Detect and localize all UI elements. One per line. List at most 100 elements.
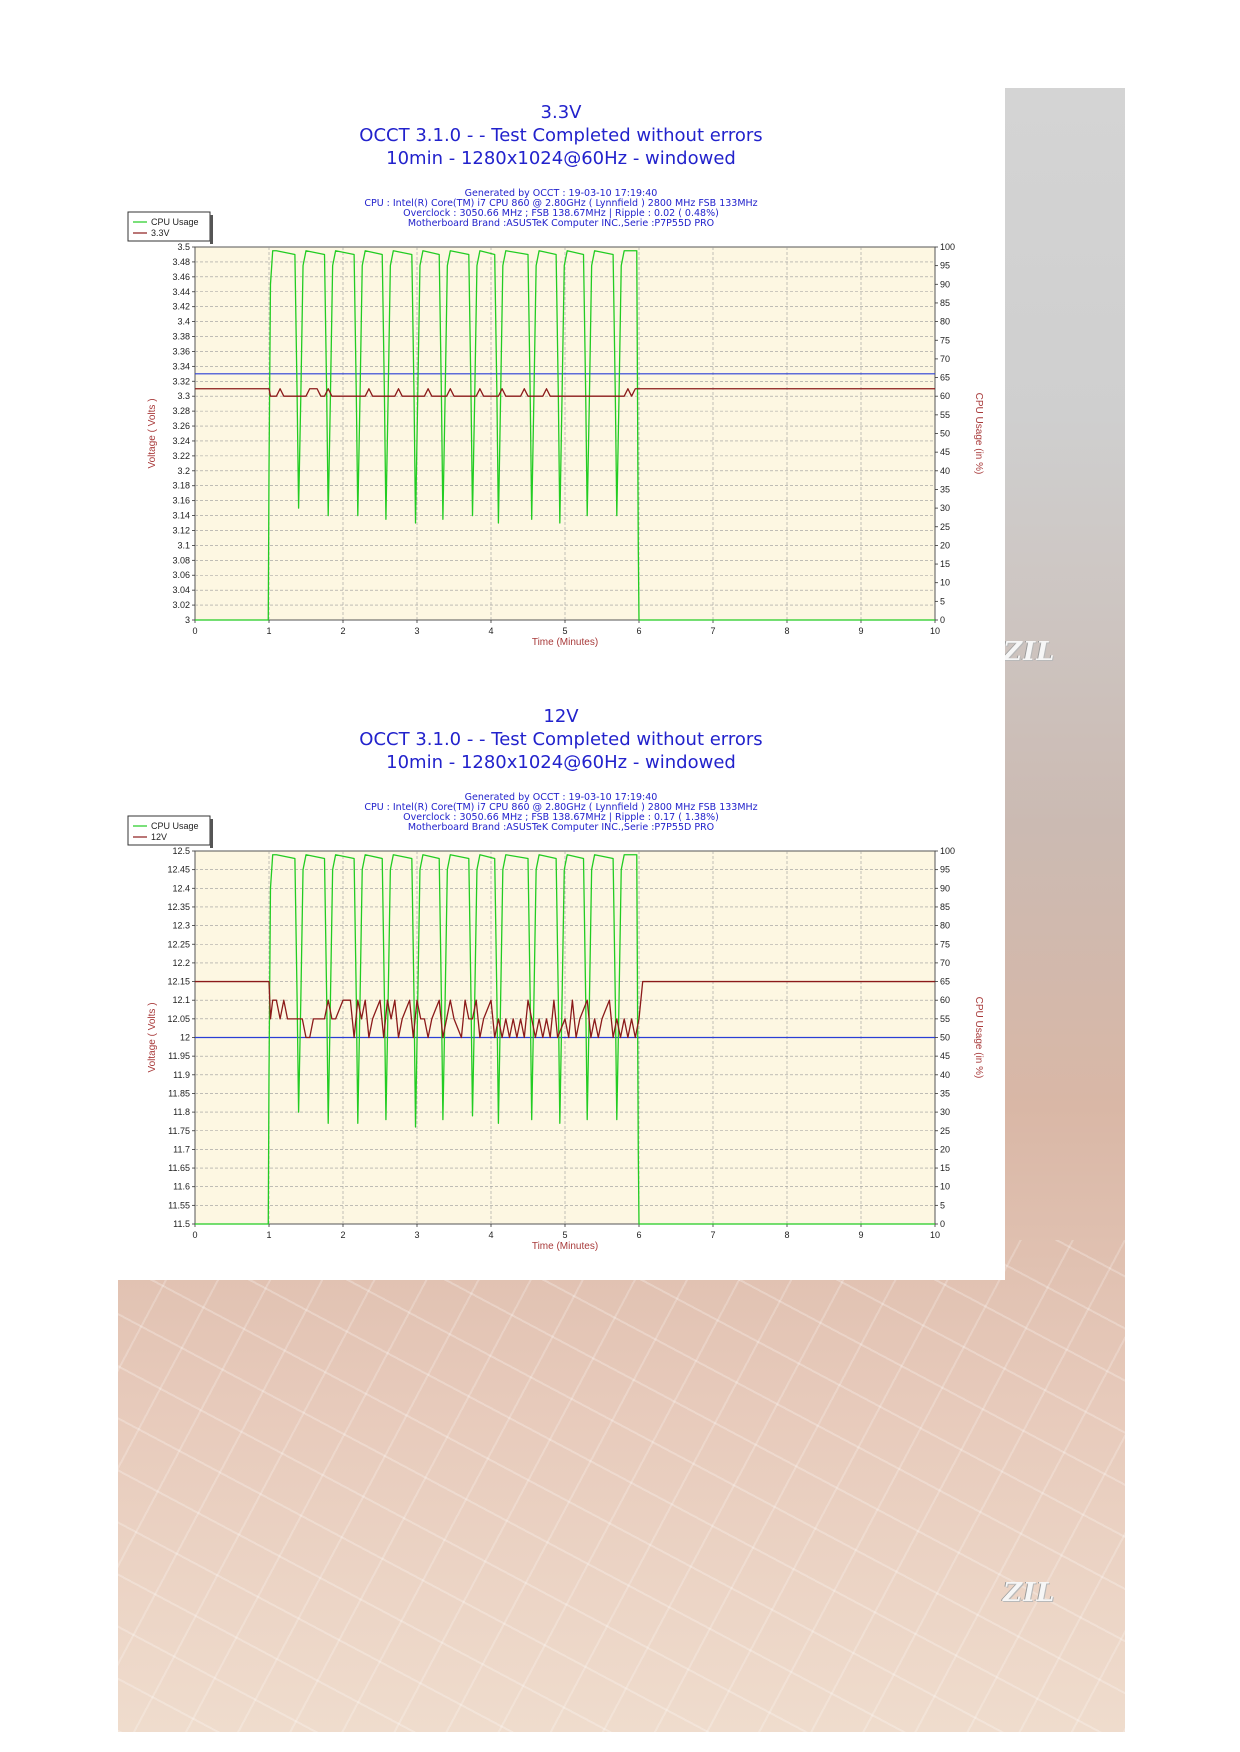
chart-card-3v3: 3.3V OCCT 3.1.0 - - Test Completed withou… [118, 72, 1005, 676]
y2-axis-label: CPU Usage (in %) [973, 997, 984, 1079]
y2-tick-label: 50 [940, 429, 950, 439]
y2-tick-label: 85 [940, 902, 950, 912]
x-tick-label: 7 [710, 1230, 715, 1240]
y2-tick-label: 100 [940, 846, 955, 856]
y2-tick-label: 5 [940, 1200, 945, 1210]
background-tile-pattern [118, 1240, 1125, 1732]
y2-tick-label: 75 [940, 939, 950, 949]
y-tick-label: 12.25 [167, 939, 190, 949]
y2-tick-label: 90 [940, 279, 950, 289]
y-tick-label: 3.46 [172, 272, 190, 282]
y-tick-label: 12.05 [167, 1014, 190, 1024]
y2-tick-label: 85 [940, 298, 950, 308]
x-tick-label: 10 [930, 626, 940, 636]
x-tick-label: 0 [192, 626, 197, 636]
chart-12v: 12V OCCT 3.1.0 - - Test Completed without… [127, 706, 984, 1252]
y2-tick-label: 10 [940, 578, 950, 588]
y-tick-label: 3.32 [172, 376, 190, 386]
x-tick-label: 9 [858, 1230, 863, 1240]
y2-tick-label: 70 [940, 354, 950, 364]
x-axis-label: Time (Minutes) [532, 637, 598, 648]
y-tick-label: 11.8 [173, 1107, 190, 1117]
x-tick-label: 6 [636, 626, 641, 636]
y-tick-label: 12.2 [172, 958, 190, 968]
y-tick-label: 3.1 [177, 540, 190, 550]
y2-tick-label: 35 [940, 1088, 950, 1098]
y2-tick-label: 15 [940, 1163, 950, 1173]
y-tick-label: 11.9 [173, 1070, 190, 1080]
legend-shadow [210, 819, 213, 848]
chart-subtitle: OCCT 3.1.0 - - Test Completed without er… [359, 125, 762, 146]
chart-card-12v: 12V OCCT 3.1.0 - - Test Completed without… [118, 676, 1005, 1280]
chart-subtitle: OCCT 3.1.0 - - Test Completed without er… [359, 729, 762, 750]
y2-tick-label: 65 [940, 373, 950, 383]
y2-tick-label: 80 [940, 317, 950, 327]
y2-tick-label: 45 [940, 447, 950, 457]
y-tick-label: 12.1 [172, 995, 190, 1005]
y-tick-label: 3.04 [172, 585, 190, 595]
x-tick-label: 2 [340, 1230, 345, 1240]
legend-label: 12V [151, 832, 167, 842]
y-tick-label: 11.65 [168, 1163, 190, 1173]
y2-tick-label: 10 [940, 1182, 950, 1192]
series-line-12v [195, 980, 935, 1039]
y-tick-label: 11.55 [168, 1200, 190, 1210]
y2-tick-label: 25 [940, 522, 950, 532]
chart-info-line: Overclock : 3050.66 MHz ; FSB 138.67MHz … [403, 812, 719, 823]
y-tick-label: 12 [180, 1033, 190, 1043]
y-tick-label: 3.08 [172, 555, 190, 565]
watermark-logo-lower: ZIL [1003, 1578, 1056, 1608]
legend-label: 3.3V [151, 228, 170, 238]
y2-tick-label: 0 [940, 615, 945, 625]
y-tick-label: 12.15 [167, 977, 190, 987]
y-tick-label: 3.16 [172, 496, 190, 506]
watermark-logo: ZIL [1003, 637, 1056, 667]
y2-tick-label: 20 [940, 540, 950, 550]
x-tick-label: 4 [488, 626, 493, 636]
y2-tick-label: 45 [940, 1051, 950, 1061]
x-tick-label: 9 [858, 626, 863, 636]
y-tick-label: 3.24 [172, 436, 190, 446]
y2-tick-label: 40 [940, 466, 950, 476]
series-line-cpu-usage [195, 854, 935, 1225]
y2-tick-label: 75 [940, 335, 950, 345]
x-tick-label: 0 [192, 1230, 197, 1240]
y-tick-label: 11.85 [168, 1088, 190, 1098]
y2-tick-label: 55 [940, 1014, 950, 1024]
y-tick-label: 11.6 [173, 1182, 190, 1192]
y-tick-label: 3.12 [172, 525, 190, 535]
x-tick-label: 3 [414, 626, 419, 636]
x-tick-label: 2 [340, 626, 345, 636]
chart-info-line: CPU : Intel(R) Core(TM) i7 CPU 860 @ 2.8… [364, 198, 757, 209]
y-tick-label: 12.5 [172, 846, 190, 856]
y2-tick-label: 40 [940, 1070, 950, 1080]
y2-tick-label: 90 [940, 883, 950, 893]
legend-box [127, 815, 211, 846]
y-tick-label: 3.26 [172, 421, 190, 431]
y-tick-label: 3.3 [177, 391, 190, 401]
y-tick-label: 3.28 [172, 406, 190, 416]
y-tick-label: 3 [185, 615, 190, 625]
y-tick-label: 11.5 [173, 1219, 190, 1229]
y2-tick-label: 60 [940, 391, 950, 401]
x-tick-label: 10 [930, 1230, 940, 1240]
x-tick-label: 5 [562, 1230, 567, 1240]
y2-tick-label: 30 [940, 1107, 950, 1117]
y-tick-label: 3.06 [172, 570, 190, 580]
y-tick-label: 3.5 [177, 242, 190, 252]
chart-title: 3.3V [541, 102, 583, 123]
x-tick-label: 1 [266, 1230, 271, 1240]
y2-tick-label: 20 [940, 1144, 950, 1154]
chart-info-line: Generated by OCCT : 19-03-10 17:19:40 [465, 188, 658, 199]
chart-subtitle2: 10min - 1280x1024@60Hz - windowed [386, 148, 736, 169]
y2-tick-label: 15 [940, 559, 950, 569]
y-tick-label: 12.4 [172, 883, 190, 893]
y-axis-label: Voltage ( Volts ) [147, 398, 158, 468]
y2-tick-label: 65 [940, 977, 950, 987]
y-tick-label: 12.35 [167, 902, 190, 912]
y2-axis-label: CPU Usage (in %) [973, 393, 984, 475]
y-tick-label: 11.75 [168, 1126, 190, 1136]
legend-shadow [210, 215, 213, 244]
y-tick-label: 3.4 [177, 317, 190, 327]
